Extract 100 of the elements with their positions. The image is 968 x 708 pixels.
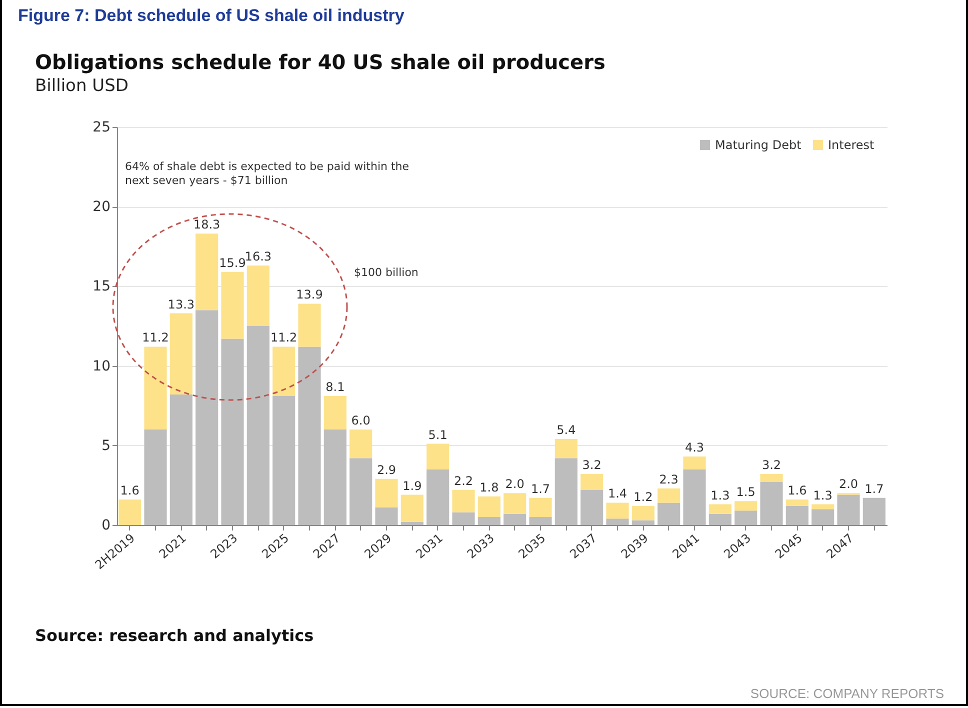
total-label: 1.6 [788,484,807,498]
bar [324,429,346,525]
bar [298,304,321,347]
total-label: 5.4 [556,423,576,438]
source-note: SOURCE: COMPANY REPORTS [750,686,944,701]
bar [554,458,578,525]
legend-label: Maturing Debt [715,138,802,152]
source-note: Source: research and analytics [35,626,314,645]
bar [812,504,834,510]
total-label: 1.3 [813,488,832,502]
y-tick-label: 5 [102,438,110,454]
bar [452,512,475,525]
bar [118,500,142,525]
bar [298,346,321,525]
bar [683,469,706,525]
total-label: 1.7 [530,482,550,496]
bar [221,338,244,525]
total-label: 5.1 [428,428,448,442]
bar [504,493,526,514]
total-label: 2.3 [659,472,678,486]
total-label: 6.0 [351,413,370,428]
bar [529,498,552,518]
total-label: 2.2 [454,474,474,488]
bar [170,394,192,525]
bar [734,501,758,511]
bar [658,488,680,503]
bar [632,520,654,525]
y-tick-label: 15 [92,278,110,295]
total-label: 13.3 [168,297,195,312]
bar [504,514,526,525]
total-label: 11.2 [270,330,298,345]
bar [786,506,808,525]
y-tick-label: 10 [92,358,110,374]
bar [812,509,834,525]
bar [452,490,475,512]
bar [375,507,398,525]
bar [246,266,270,326]
total-label: 13.9 [296,288,323,302]
bar [478,496,500,518]
bar [400,522,424,525]
bar [170,313,192,394]
bar [580,474,604,490]
bar [144,346,167,430]
bar [862,498,886,525]
bar [760,474,783,482]
total-label: 4.3 [684,440,704,455]
total-label: 2.9 [376,462,396,477]
total-label: 1.4 [608,486,628,501]
y-tick-label: 0 [102,518,110,534]
total-label: 2.0 [838,477,858,492]
bar [324,396,346,430]
y-tick-label: 25 [92,120,110,136]
bar [632,506,654,520]
bar [529,517,552,525]
bar [426,469,450,525]
bar [658,502,680,525]
total-label: 3.2 [762,458,782,472]
bar [272,396,296,525]
bar [708,514,732,525]
total-label: 1.7 [864,482,884,496]
legend-label: Interest [828,138,875,152]
total-label: 1.9 [402,478,422,493]
bar [400,494,424,522]
bar [221,272,244,339]
total-label: 15.9 [219,256,246,270]
y-tick-label: 20 [92,199,110,216]
total-label: 18.3 [193,218,220,232]
bar [683,456,706,470]
annotation: 64% of shale debt is expected to be paid within the next seven years - $71 billion [125,160,410,188]
annotation: $100 billion [354,266,418,279]
bar [708,504,732,514]
bar [375,478,398,508]
bar [478,517,500,525]
total-label: 1.3 [710,488,730,502]
bar [760,482,783,525]
bar [272,346,296,396]
bar [426,444,450,470]
bar [554,439,578,458]
bar [196,310,218,525]
bar [837,494,860,525]
bar [246,326,270,525]
bar [606,518,629,525]
chart-title: Figure 7: Debt schedule of US shale oil industry [18,6,404,26]
bar [786,500,808,506]
total-label: 3.2 [582,458,602,472]
bar [606,502,629,519]
bar [196,234,218,310]
bar [144,429,167,525]
bar [734,510,758,525]
total-label: 8.1 [326,380,345,394]
y-axis-title: Billion USD [35,76,128,96]
total-label: 16.3 [244,250,272,264]
total-label: 2.0 [505,477,524,492]
chart-subtitle: Obligations schedule for 40 US shale oil producers [35,50,606,74]
total-label: 1.6 [120,484,140,498]
bar [580,490,604,525]
total-label: 11.2 [142,330,169,345]
total-label: 1.5 [736,485,756,500]
total-label: 1.8 [480,480,499,494]
bar [350,429,372,458]
